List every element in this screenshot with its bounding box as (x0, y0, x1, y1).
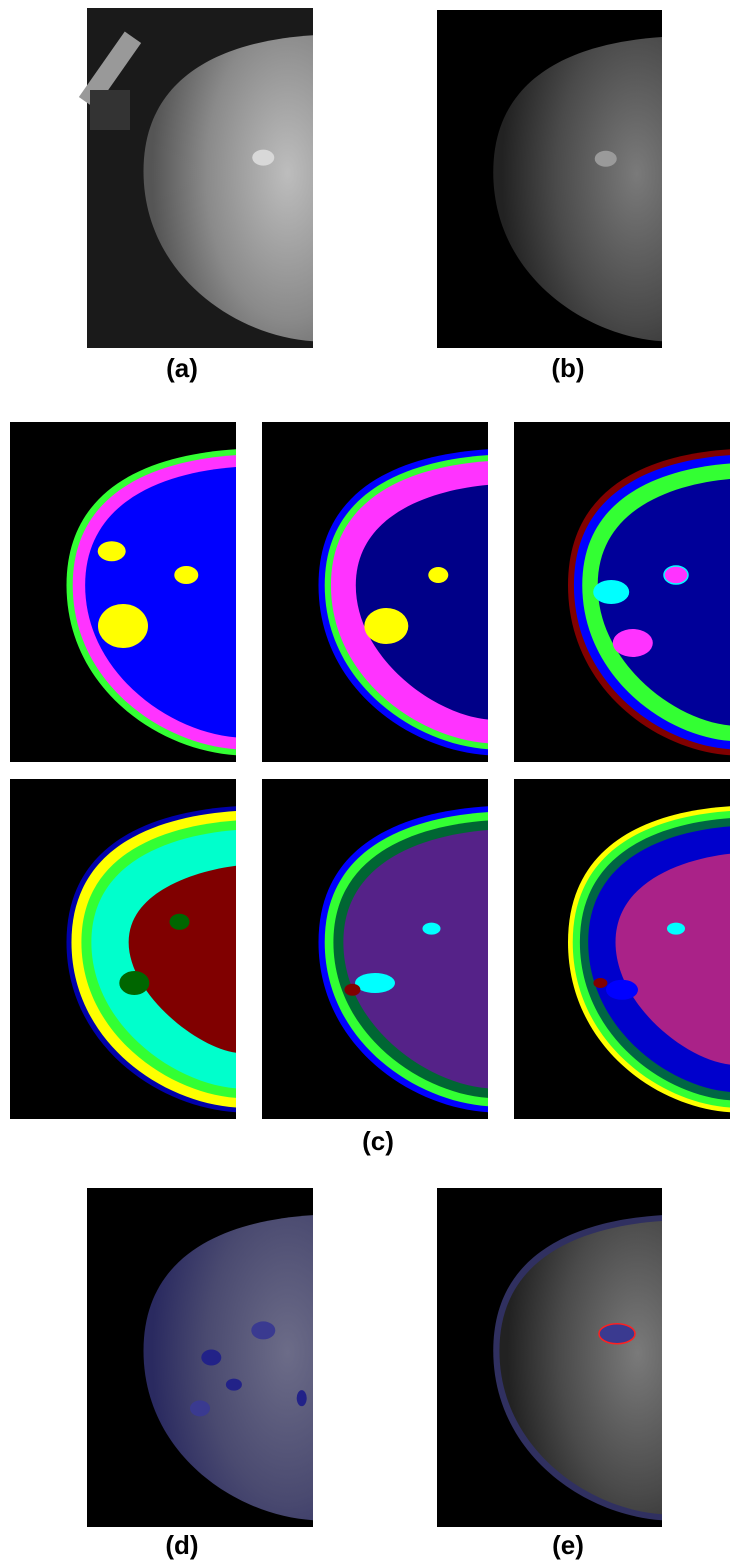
figure: (a) (b) (c) (d) (e) (0, 0, 730, 1564)
caption: (b) (551, 353, 584, 383)
panels (10, 8, 730, 1527)
region (251, 1321, 275, 1339)
region (599, 1324, 635, 1344)
region (664, 566, 688, 584)
caption: (c) (362, 1126, 394, 1156)
region (613, 629, 653, 657)
region (170, 914, 190, 930)
caption: (d) (165, 1530, 198, 1560)
region (423, 923, 441, 935)
region (593, 978, 607, 988)
region (252, 150, 274, 166)
caption: (a) (166, 353, 198, 383)
region (98, 541, 126, 561)
region (606, 980, 638, 1000)
region (364, 608, 408, 644)
region (667, 923, 685, 935)
region (190, 1400, 210, 1416)
region (355, 973, 395, 993)
region (98, 604, 148, 648)
region (428, 567, 448, 583)
region (593, 580, 629, 604)
region (119, 971, 149, 995)
region (201, 1350, 221, 1366)
label-tag (90, 90, 130, 130)
region (174, 566, 198, 584)
region (297, 1390, 307, 1406)
caption: (e) (552, 1530, 584, 1560)
region (226, 1379, 242, 1391)
region (595, 151, 617, 167)
region (344, 984, 360, 996)
